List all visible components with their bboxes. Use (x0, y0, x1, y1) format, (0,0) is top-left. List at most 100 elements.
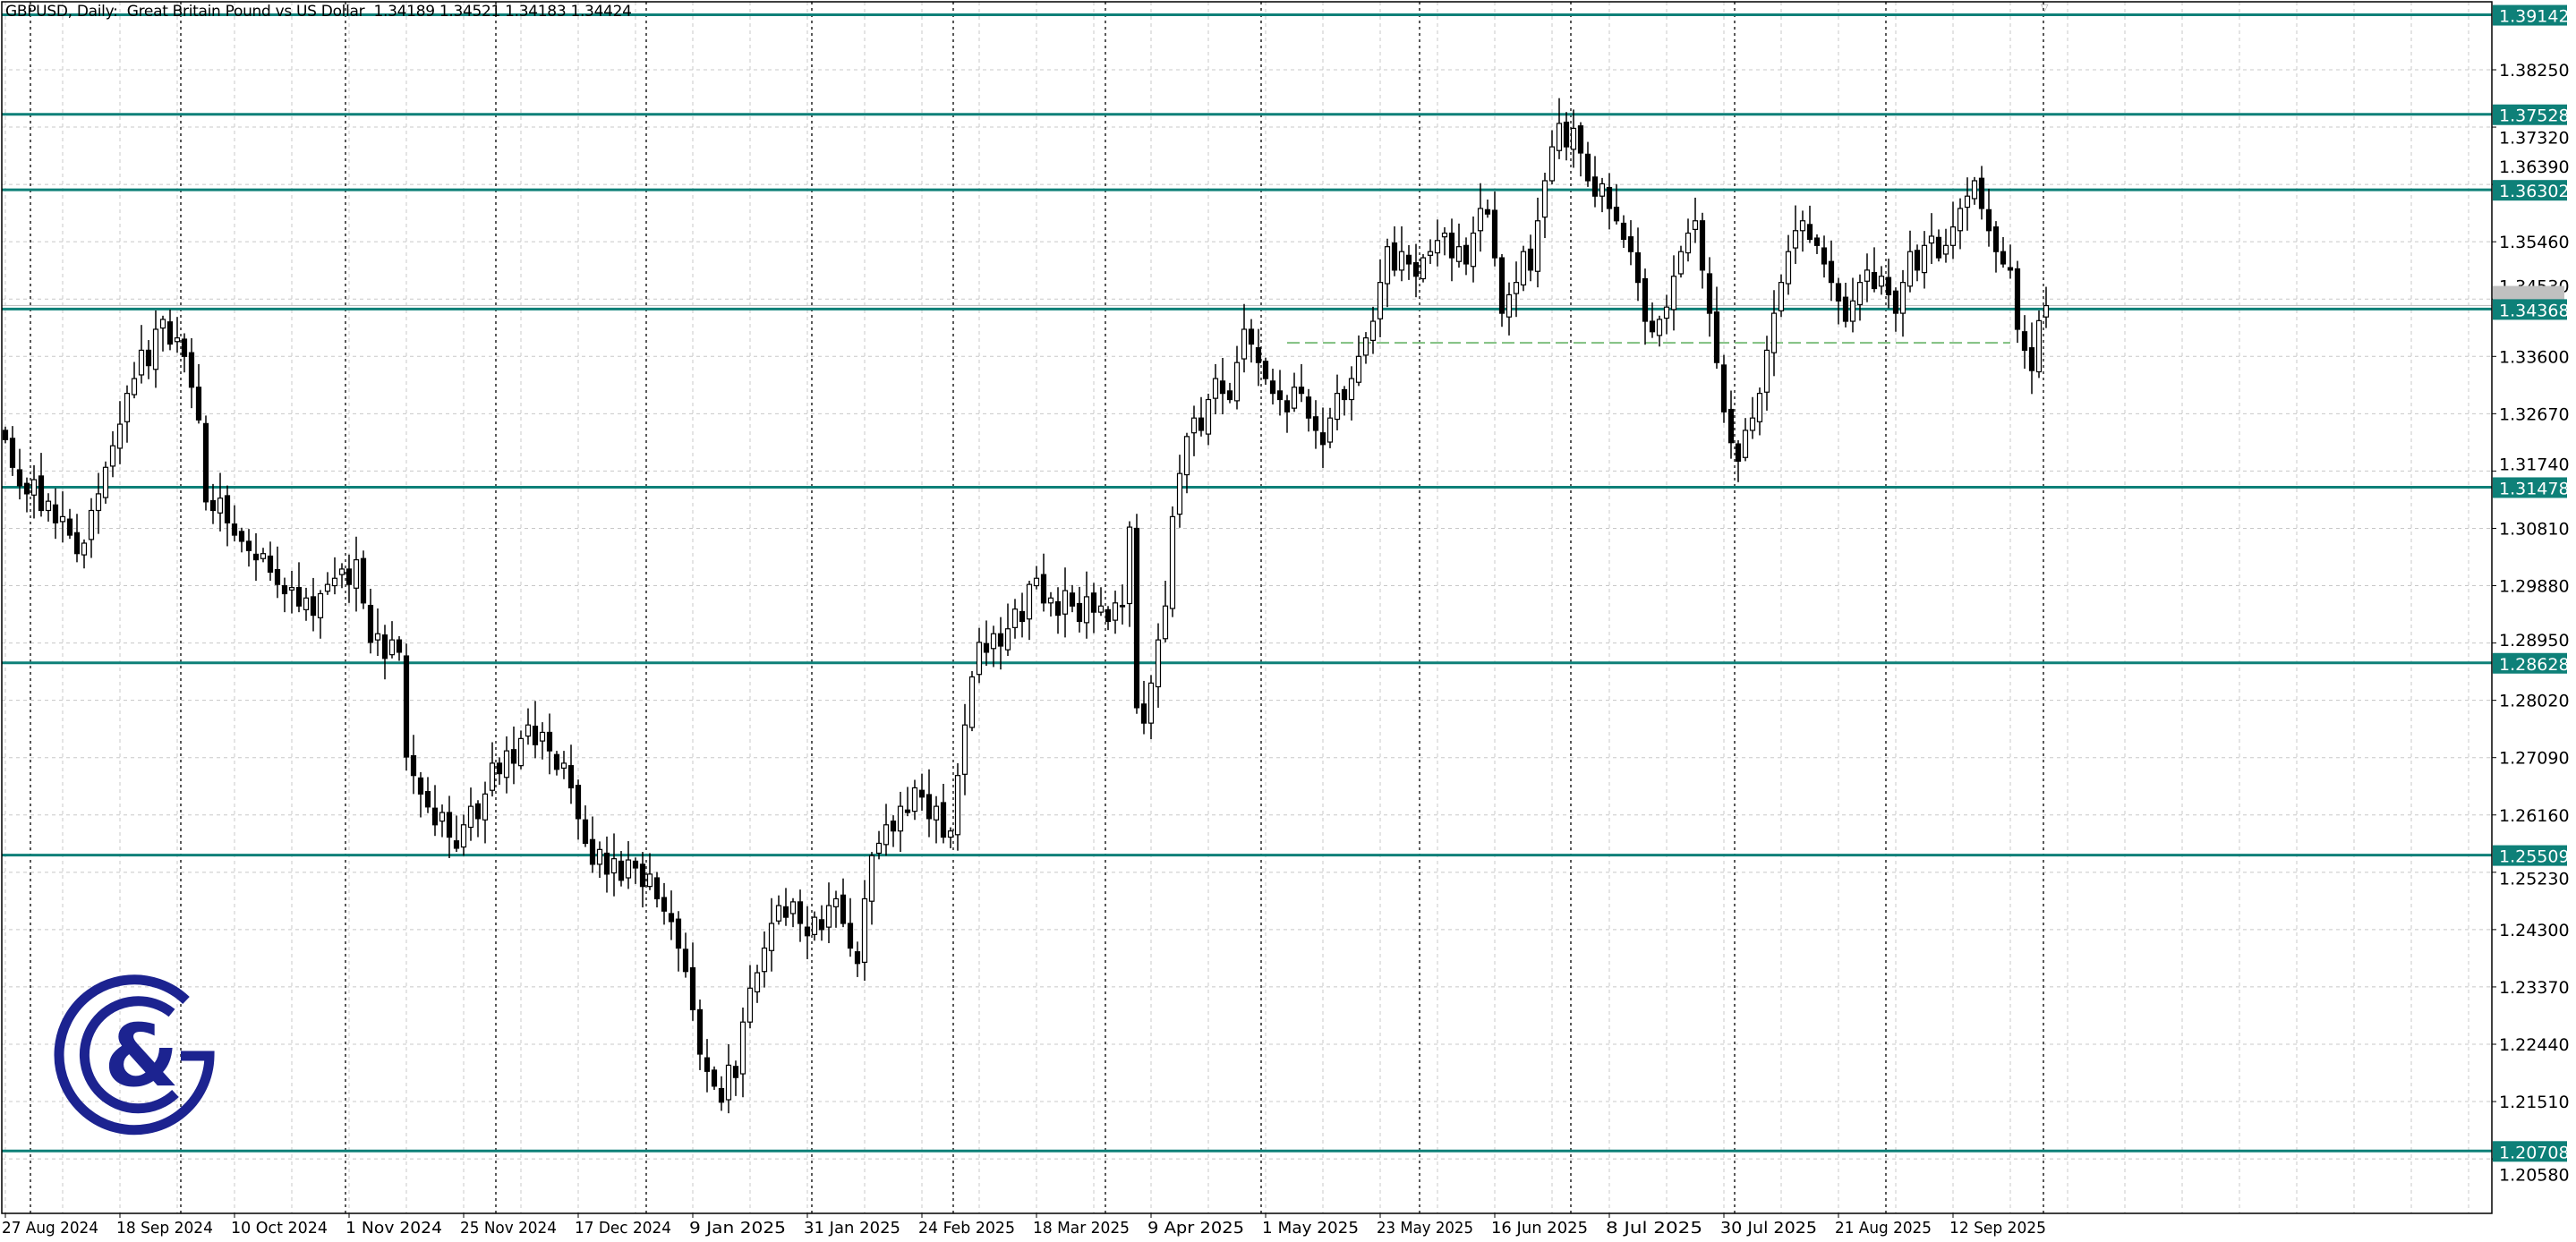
candle[interactable] (539, 722, 546, 760)
candle[interactable] (66, 508, 73, 540)
candle[interactable] (1756, 387, 1763, 436)
candle[interactable] (460, 814, 467, 856)
candle[interactable] (1420, 253, 1427, 283)
candle[interactable] (1964, 177, 1971, 231)
candle[interactable] (45, 493, 52, 522)
candle[interactable] (1162, 581, 1169, 642)
candle[interactable] (1391, 225, 1398, 276)
candle[interactable] (1735, 439, 1742, 482)
candle[interactable] (88, 498, 95, 558)
candle[interactable] (224, 485, 231, 547)
candle[interactable] (1112, 591, 1119, 634)
candle[interactable] (1069, 584, 1076, 613)
candle[interactable] (1147, 675, 1155, 740)
candle[interactable] (1262, 357, 1269, 385)
candle[interactable] (675, 911, 682, 972)
candle[interactable] (1878, 266, 1885, 295)
candle[interactable] (1599, 177, 1606, 213)
candle[interactable] (195, 363, 202, 424)
candle[interactable] (1642, 268, 1649, 345)
candle[interactable] (1040, 553, 1047, 612)
candle[interactable] (696, 1000, 704, 1070)
candle[interactable] (768, 897, 775, 972)
candle[interactable] (1806, 205, 1813, 243)
candle[interactable] (1448, 218, 1455, 282)
candle[interactable] (2028, 322, 2035, 395)
candle[interactable] (496, 757, 503, 786)
candle[interactable] (639, 852, 646, 908)
candle[interactable] (1720, 354, 1727, 423)
candle[interactable] (1298, 363, 1305, 403)
candle[interactable] (209, 483, 217, 524)
candle[interactable] (174, 317, 181, 353)
candle[interactable] (417, 771, 424, 818)
candle[interactable] (1985, 188, 1992, 247)
candle[interactable] (789, 897, 797, 928)
candle[interactable] (274, 546, 281, 599)
candle[interactable] (582, 805, 589, 847)
candle[interactable] (1463, 237, 1470, 276)
candle[interactable] (746, 965, 754, 1029)
candle[interactable] (811, 911, 818, 941)
candle[interactable] (918, 773, 925, 811)
candle[interactable] (1377, 259, 1384, 337)
candle[interactable] (2, 426, 9, 444)
candle[interactable] (1864, 253, 1871, 302)
candle[interactable] (1205, 393, 1212, 446)
candle[interactable] (1491, 191, 1498, 267)
candle[interactable] (1821, 235, 1828, 278)
candle[interactable] (245, 529, 252, 567)
candle[interactable] (446, 795, 453, 858)
candle[interactable] (1527, 234, 1534, 282)
candle[interactable] (1620, 215, 1627, 249)
candle[interactable] (1685, 218, 1692, 262)
candle[interactable] (1190, 405, 1198, 456)
candle[interactable] (553, 751, 560, 776)
candle[interactable] (1613, 183, 1620, 225)
candle[interactable] (525, 708, 532, 745)
candle[interactable] (2043, 286, 2050, 328)
candle[interactable] (2000, 237, 2007, 268)
candle[interactable] (1105, 606, 1112, 631)
candle[interactable] (1763, 336, 1770, 411)
candle[interactable] (1992, 221, 2000, 273)
candle[interactable] (152, 310, 159, 388)
candle[interactable] (1076, 586, 1083, 633)
candle[interactable] (797, 889, 804, 942)
candle[interactable] (1484, 199, 1491, 218)
candle[interactable] (976, 627, 983, 684)
candle[interactable] (1305, 388, 1312, 432)
candle[interactable] (1742, 418, 1749, 462)
candle[interactable] (1541, 173, 1548, 239)
candle[interactable] (625, 841, 632, 889)
candle[interactable] (1119, 584, 1126, 625)
candle[interactable] (124, 385, 131, 443)
candle[interactable] (1198, 396, 1205, 437)
candle[interactable] (1548, 130, 1556, 185)
candle[interactable] (1434, 219, 1441, 267)
candle[interactable] (1083, 571, 1090, 639)
candle[interactable] (1563, 112, 1570, 161)
candle[interactable] (188, 337, 195, 409)
candle[interactable] (1677, 245, 1685, 278)
candle[interactable] (252, 532, 260, 582)
candle[interactable] (81, 539, 88, 569)
candle[interactable] (990, 625, 997, 668)
candle[interactable] (38, 453, 45, 517)
candle[interactable] (739, 1008, 746, 1098)
candle[interactable] (560, 751, 567, 779)
candle[interactable] (403, 643, 410, 771)
candle[interactable] (1921, 231, 1928, 289)
candle[interactable] (1169, 506, 1176, 617)
candle[interactable] (2035, 310, 2043, 379)
candle[interactable] (1062, 567, 1069, 638)
candle[interactable] (30, 464, 38, 519)
candle[interactable] (603, 836, 610, 893)
candle[interactable] (1384, 238, 1391, 308)
candle[interactable] (754, 965, 761, 1003)
candle[interactable] (16, 448, 23, 500)
candle[interactable] (911, 779, 918, 821)
candle[interactable] (732, 1060, 739, 1096)
candle[interactable] (1026, 581, 1033, 641)
candle[interactable] (281, 577, 288, 613)
